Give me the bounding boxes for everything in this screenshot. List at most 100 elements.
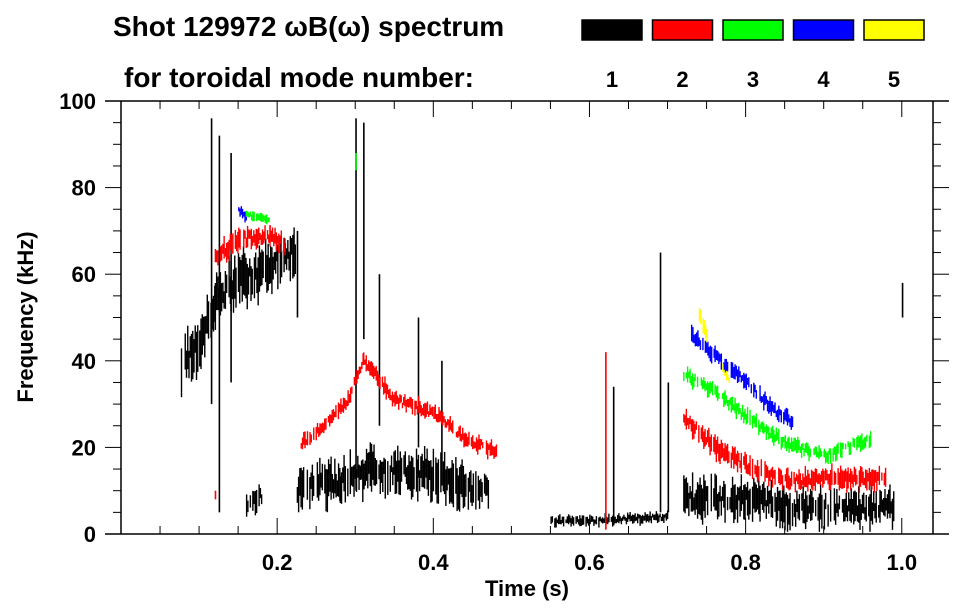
spectral-mark: [460, 464, 462, 495]
spectral-mark: [436, 462, 438, 504]
spectral-mark: [683, 372, 685, 382]
spectral-mark: [260, 234, 263, 246]
spectral-mark: [264, 225, 266, 241]
spectral-mark: [739, 371, 741, 378]
spectral-mark: [462, 465, 465, 509]
spectral-mark: [814, 468, 817, 491]
spectral-mark: [285, 248, 288, 270]
spectral-mark: [838, 495, 841, 510]
spectral-mark: [655, 511, 658, 521]
spectral-mark: [199, 330, 201, 367]
spectral-mark: [738, 452, 740, 462]
spectral-mark: [245, 216, 248, 221]
spectral-mark: [798, 469, 800, 489]
spectral-mark: [338, 403, 341, 413]
spectral-mark: [844, 498, 846, 522]
spectral-mark: [589, 520, 591, 525]
spectral-mark: [576, 516, 579, 523]
spectral-mark: [812, 497, 814, 513]
spectral-mark: [759, 485, 761, 522]
spectral-mark: [565, 519, 567, 524]
spectral-mark: [876, 472, 878, 491]
spectral-mark: [798, 439, 800, 451]
spectral-mark: [884, 467, 887, 487]
spectral-mark: [812, 471, 814, 491]
spectral-mark: [710, 434, 713, 452]
spectral-mark: [692, 327, 694, 343]
spectral-mark: [786, 494, 789, 532]
spectral-mark: [832, 448, 834, 462]
spectral-mark: [726, 399, 729, 407]
spectral-mark: [253, 230, 255, 243]
spectral-mark: [456, 468, 458, 512]
spectral-mark: [423, 446, 426, 489]
spectral-mark: [555, 517, 557, 528]
y-tick-label: 80: [72, 176, 96, 201]
spectral-mark: [317, 474, 320, 501]
spectral-mark: [794, 437, 797, 451]
spectral-mark: [237, 253, 240, 293]
spectral-mark: [187, 325, 189, 370]
spectral-mark: [736, 369, 739, 384]
spectral-mark: [841, 499, 844, 513]
spectral-mark: [768, 426, 770, 440]
spectral-mark: [368, 360, 370, 372]
spectral-mark: [814, 499, 817, 517]
spectral-mark: [721, 442, 724, 458]
spectral-mark: [694, 333, 697, 347]
spectral-mark: [881, 472, 883, 481]
spectral-mark: [780, 497, 782, 522]
spectral-mark: [432, 448, 435, 492]
spectral-mark: [802, 473, 804, 486]
spectral-mark: [310, 434, 312, 443]
spectral-mark: [274, 251, 277, 274]
spectral-mark: [693, 497, 695, 511]
spectral-mark: [844, 443, 847, 450]
spectral-mark: [725, 370, 728, 381]
spectral-mark: [255, 489, 258, 514]
spectral-mark: [450, 422, 453, 432]
spectral-mark: [731, 476, 734, 513]
spectral-mark: [222, 243, 224, 254]
spectral-mark: [803, 477, 805, 488]
spectral-mark: [805, 442, 808, 454]
spectral-mark: [839, 465, 842, 489]
spectral-mark: [853, 438, 856, 448]
spectral-mark: [410, 455, 413, 500]
spectral-mark: [789, 418, 791, 427]
spectral-mark: [254, 252, 257, 280]
spectral-mark: [725, 395, 728, 404]
spectral-mark: [299, 468, 301, 496]
legend-swatch-mode-2: [651, 19, 714, 41]
spectral-mark: [709, 436, 711, 456]
spectral-mark: [713, 436, 715, 452]
spectral-mark: [658, 515, 660, 522]
x-tick-label: 0.8: [730, 550, 761, 575]
spectral-mark: [254, 490, 257, 516]
spectral-mark: [334, 458, 336, 494]
spectral-mark: [623, 514, 625, 520]
spectral-mark: [829, 469, 832, 490]
spectral-mark: [889, 484, 891, 519]
spectral-mark: [741, 489, 744, 505]
spectral-mark: [373, 444, 375, 486]
spectral-mark: [428, 461, 431, 481]
spectral-mark: [770, 468, 772, 478]
spectral-mark: [348, 393, 351, 404]
spectral-mark: [415, 400, 417, 410]
spectral-mark: [693, 334, 695, 344]
spectral-mark: [379, 376, 381, 390]
spectral-mark: [834, 472, 837, 485]
spectral-mark: [833, 471, 836, 485]
spectral-mark: [263, 231, 265, 244]
spectral-mark: [343, 455, 345, 492]
spectral-mark: [779, 490, 781, 529]
spectral-mark: [808, 494, 811, 514]
spectral-mark: [217, 276, 219, 311]
spectral-mark: [837, 468, 839, 485]
spectral-mark: [885, 498, 887, 511]
spectral-mark: [457, 431, 459, 438]
spectral-mark: [260, 494, 263, 505]
spectral-mark: [745, 487, 748, 500]
spectral-mark: [754, 482, 756, 513]
